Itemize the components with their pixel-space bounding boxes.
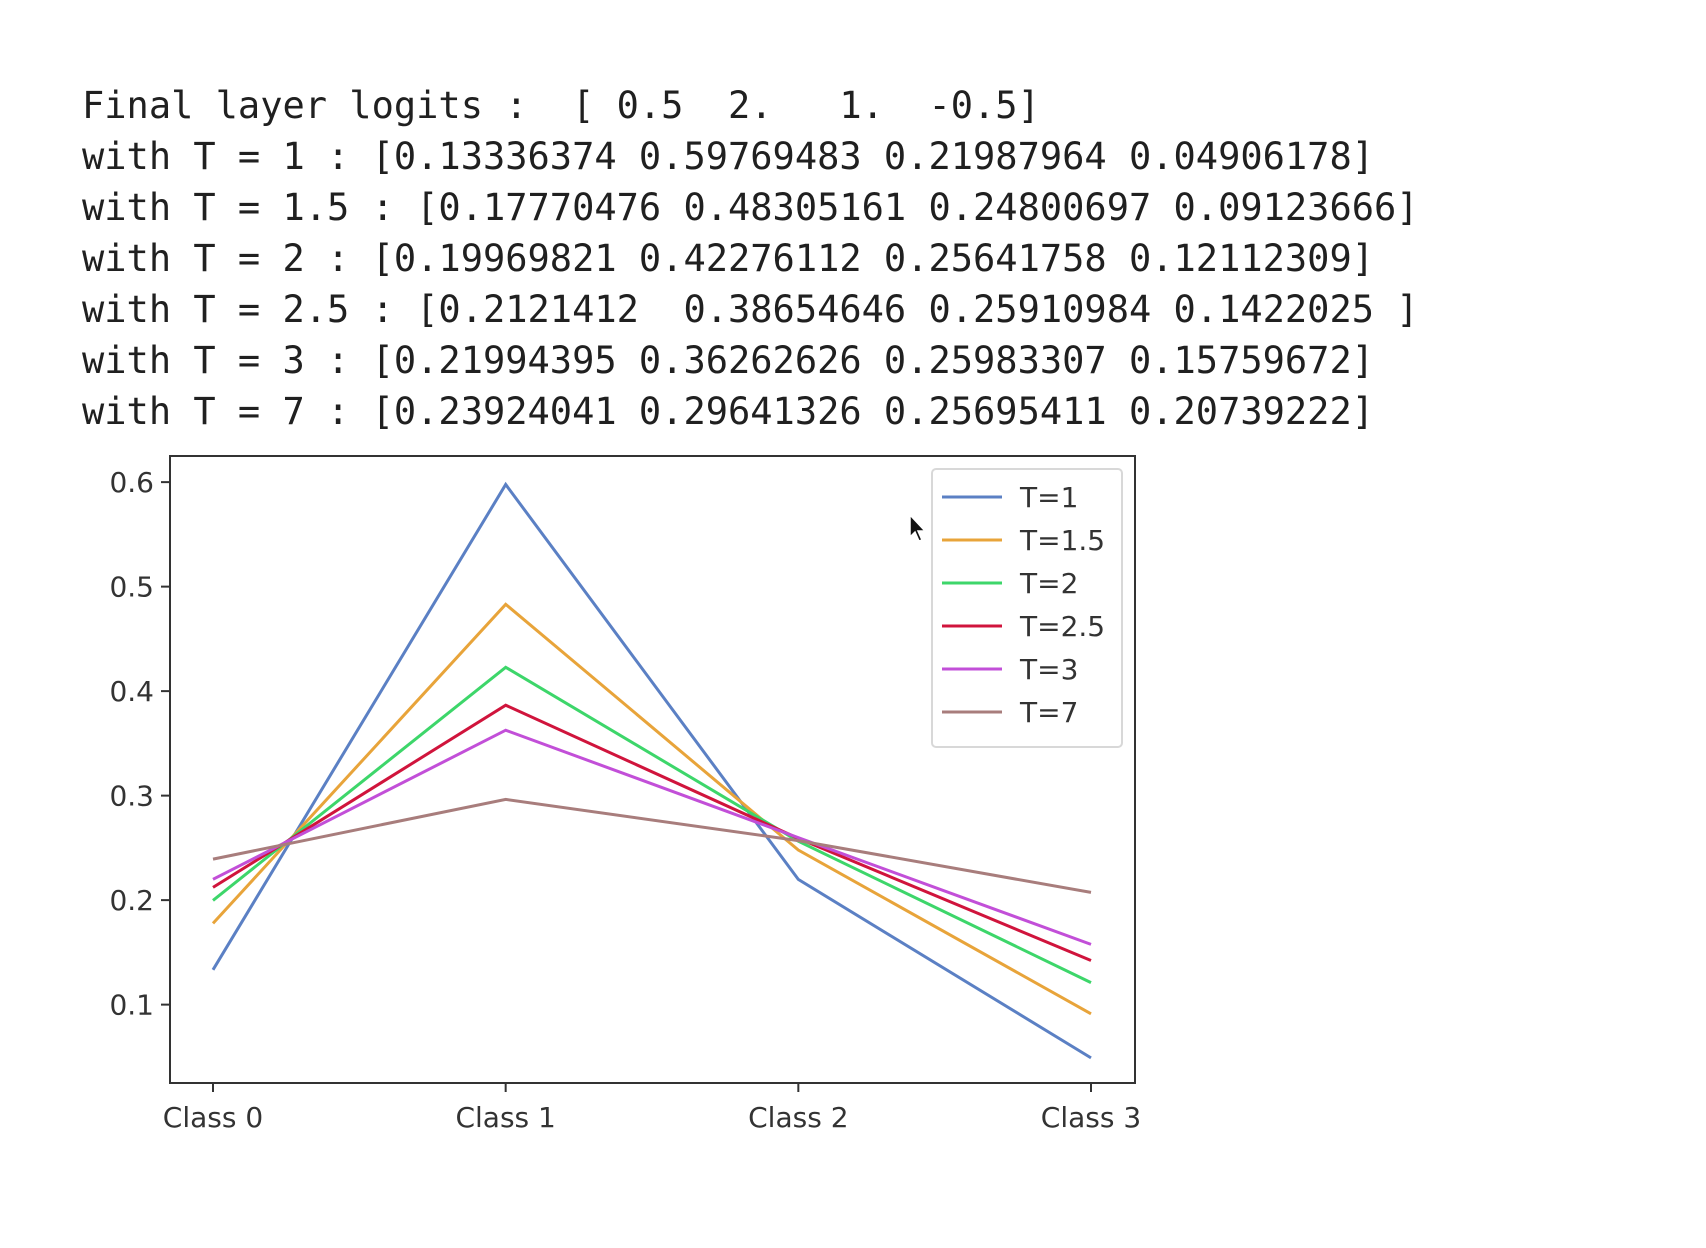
series-line-5 [212, 797, 1092, 894]
output-line-t2: with T = 2 : [0.19969821 0.42276112 0.25… [82, 237, 1375, 280]
y-tick-label: 0.6 [109, 466, 154, 499]
legend-label: T=7 [1019, 696, 1078, 729]
output-line-t2-5: with T = 2.5 : [0.2121412 0.38654646 0.2… [82, 288, 1419, 331]
y-tick-label: 0.5 [109, 571, 154, 604]
x-tick-label: Class 0 [163, 1101, 263, 1134]
series-line-3 [212, 703, 1092, 962]
legend-label: T=1.5 [1019, 524, 1105, 557]
output-line-t1-5: with T = 1.5 : [0.17770476 0.48305161 0.… [82, 186, 1419, 229]
series-line-0 [211, 481, 1092, 1060]
output-line-t3: with T = 3 : [0.21994395 0.36262626 0.25… [82, 339, 1375, 382]
legend-label: T=2.5 [1019, 610, 1105, 643]
legend-label: T=1 [1019, 481, 1078, 514]
notebook-output: Final layer logits : [ 0.5 2. 1. -0.5] wi… [82, 80, 1419, 437]
output-line-t1: with T = 1 : [0.13336374 0.59769483 0.21… [82, 135, 1375, 178]
legend-label: T=2 [1019, 567, 1078, 600]
x-tick-label: Class 3 [1041, 1101, 1141, 1134]
output-line-logits: Final layer logits : [ 0.5 2. 1. -0.5] [82, 84, 1040, 127]
series-line-2 [212, 665, 1092, 984]
y-tick-label: 0.2 [109, 884, 154, 917]
series-line-4 [212, 728, 1092, 946]
y-tick-label: 0.4 [109, 675, 154, 708]
x-tick-label: Class 2 [748, 1101, 848, 1134]
x-tick-label: Class 1 [455, 1101, 555, 1134]
legend-label: T=3 [1019, 653, 1078, 686]
mouse-cursor-icon [909, 513, 927, 542]
y-tick-label: 0.3 [109, 780, 154, 813]
output-line-t7: with T = 7 : [0.23924041 0.29641326 0.25… [82, 390, 1375, 433]
y-tick-label: 0.1 [109, 989, 154, 1022]
series-line-1 [211, 602, 1092, 1016]
